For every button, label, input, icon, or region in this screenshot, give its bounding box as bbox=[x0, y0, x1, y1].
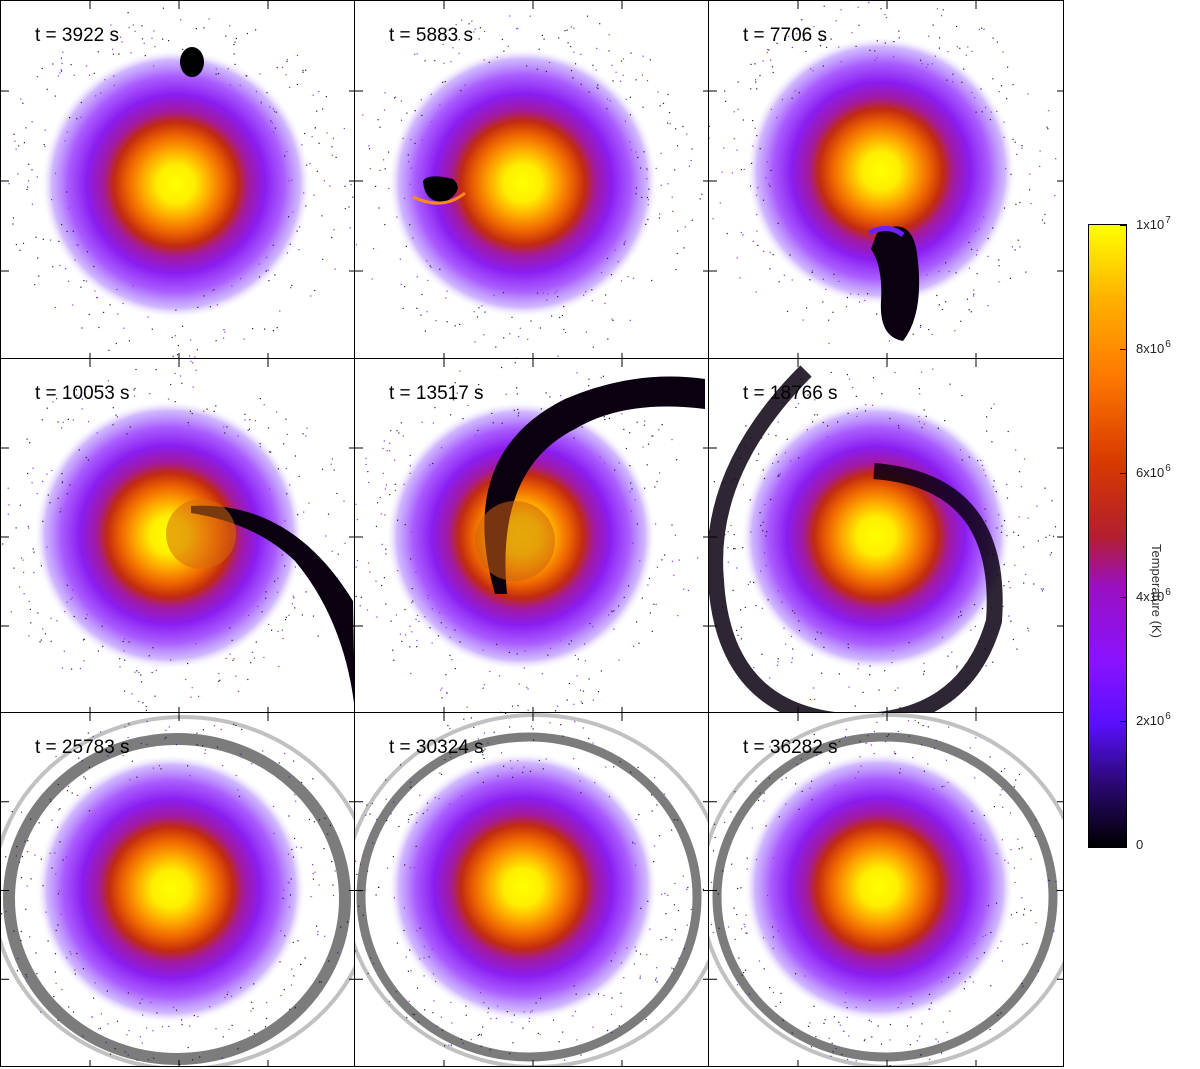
axis-ticks bbox=[709, 1, 1063, 359]
star-temperature-disk bbox=[36, 754, 306, 1024]
star-temperature-disk bbox=[388, 48, 658, 318]
colorbar-tick-mark bbox=[1120, 845, 1127, 846]
colorbar-tick-label: 2x106 bbox=[1136, 711, 1171, 728]
snapshot-plot bbox=[355, 359, 709, 713]
snapshot-plot bbox=[1, 713, 355, 1066]
snapshot-plot bbox=[1, 1, 355, 359]
debris-stream bbox=[1, 715, 355, 1066]
colorbar-title: Temperature (K) bbox=[1149, 544, 1164, 638]
snapshot-plot bbox=[355, 1, 709, 359]
colorbar-tick-mark bbox=[1120, 597, 1127, 598]
debris-stream bbox=[867, 226, 920, 341]
time-label: t = 36282 s bbox=[743, 737, 838, 758]
snapshot-plot bbox=[709, 1, 1063, 359]
debris-stream bbox=[412, 176, 466, 205]
particle-halo bbox=[2, 360, 346, 711]
snapshot-plot bbox=[355, 713, 709, 1066]
colorbar-tick-label: 4x106 bbox=[1136, 587, 1171, 604]
snapshot-panel: t = 7706 s bbox=[708, 0, 1064, 360]
snapshot-plot bbox=[709, 359, 1063, 713]
snapshot-panel: t = 25783 s bbox=[0, 712, 356, 1067]
colorbar-tick-label: 1x107 bbox=[1136, 215, 1171, 232]
temperature-colorbar: 1x107 8x106 6x106 4x106 2x106 0 Temperature (… bbox=[1086, 215, 1200, 852]
snapshot-plot bbox=[709, 713, 1063, 1066]
particle-halo bbox=[355, 362, 699, 713]
snapshot-panel: t = 36282 s bbox=[708, 712, 1064, 1067]
colorbar-tick-label: 0 bbox=[1136, 837, 1144, 852]
colorbar-tick-label: 8x106 bbox=[1136, 339, 1171, 356]
star-temperature-disk bbox=[744, 752, 1014, 1022]
panel-grid: t = 3922 s t = 5883 s t = 7706 s t = 10053 … bbox=[0, 0, 1064, 1067]
time-label: t = 25783 s bbox=[35, 737, 130, 758]
colorbar-tick-mark bbox=[1120, 721, 1127, 722]
snapshot-panel: t = 5883 s bbox=[354, 0, 710, 360]
debris-stream bbox=[166, 499, 355, 711]
time-label: t = 30324 s bbox=[389, 737, 484, 758]
debris-stream bbox=[709, 713, 1063, 1066]
time-label: t = 5883 s bbox=[389, 25, 473, 46]
star-temperature-disk bbox=[741, 401, 1011, 671]
axis-ticks bbox=[355, 1, 709, 359]
particle-halo bbox=[8, 7, 354, 358]
debris-stream bbox=[355, 713, 709, 1066]
axis-ticks bbox=[355, 359, 709, 713]
snapshot-panel: t = 18766 s bbox=[708, 358, 1064, 714]
axis-ticks bbox=[709, 359, 1063, 713]
axis-ticks bbox=[1, 1, 355, 359]
debris-stream bbox=[180, 47, 204, 77]
star-temperature-disk bbox=[41, 49, 311, 319]
star-temperature-disk bbox=[746, 36, 1016, 306]
snapshot-panel: t = 10053 s bbox=[0, 358, 356, 714]
debris-stream bbox=[709, 365, 1003, 713]
time-label: t = 7706 s bbox=[743, 25, 827, 46]
particle-halo bbox=[355, 15, 703, 359]
star-temperature-disk bbox=[388, 752, 658, 1022]
colorbar-tick-label: 6x106 bbox=[1136, 463, 1171, 480]
time-label: t = 18766 s bbox=[743, 383, 838, 404]
time-label: t = 13517 s bbox=[389, 383, 484, 404]
colorbar-gradient bbox=[1088, 224, 1127, 848]
colorbar-tick-mark bbox=[1120, 473, 1127, 474]
snapshot-panel: t = 30324 s bbox=[354, 712, 710, 1067]
axis-ticks bbox=[709, 713, 1063, 1066]
time-label: t = 10053 s bbox=[35, 383, 130, 404]
colorbar-tick-mark bbox=[1120, 225, 1127, 226]
axis-ticks bbox=[1, 359, 355, 713]
colorbar-tick-mark bbox=[1120, 349, 1127, 350]
debris-stream bbox=[475, 376, 705, 594]
snapshot-plot bbox=[1, 359, 355, 713]
snapshot-panel: t = 3922 s bbox=[0, 0, 356, 360]
time-label: t = 3922 s bbox=[35, 25, 119, 46]
axis-ticks bbox=[1, 713, 355, 1066]
snapshot-panel: t = 13517 s bbox=[354, 358, 710, 714]
axis-ticks bbox=[355, 713, 709, 1066]
